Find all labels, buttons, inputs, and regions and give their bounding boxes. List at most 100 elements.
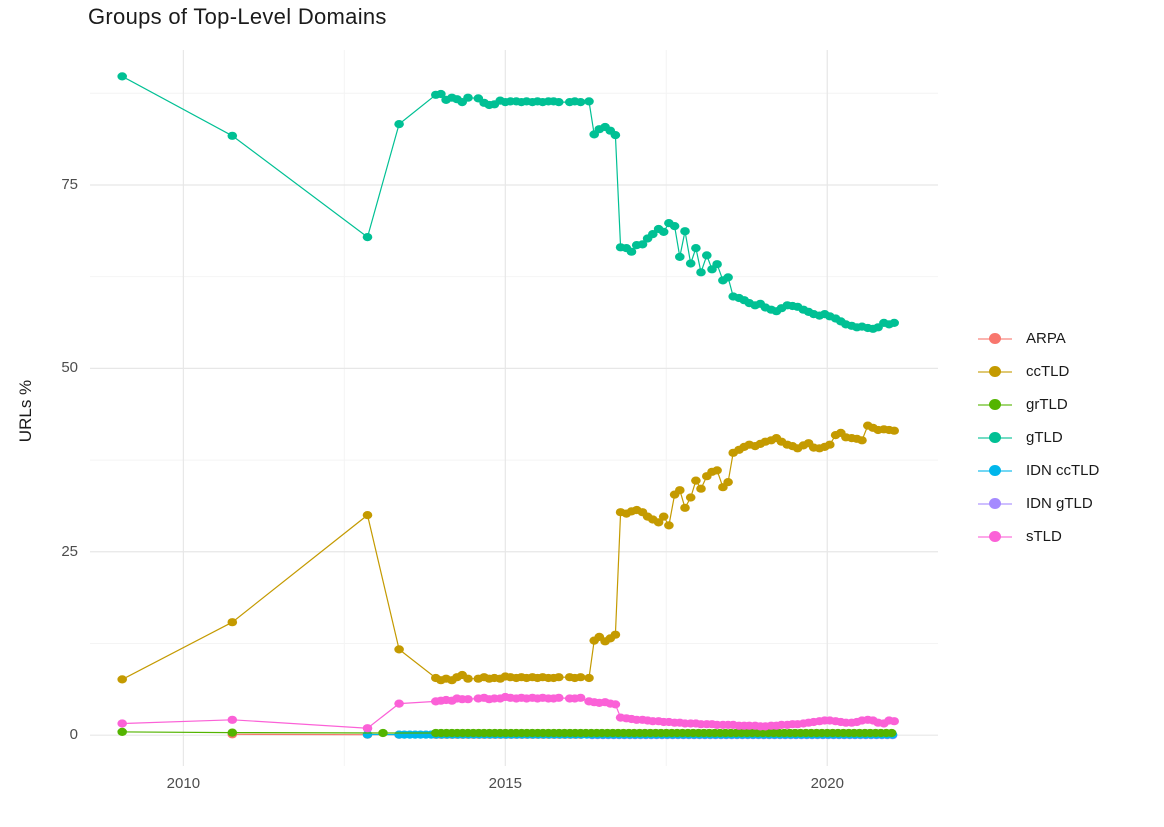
data-point-grtld [117, 727, 127, 737]
legend-key-icon-idn-gtld [978, 497, 1012, 511]
y-tick-label-50: 50 [61, 359, 78, 377]
y-tick-label-25: 25 [61, 542, 78, 560]
data-point-cctld [691, 476, 701, 485]
data-point-gtld [696, 268, 706, 277]
data-point-cctld [857, 436, 867, 445]
data-point-cctld [394, 645, 404, 654]
legend-item-idn-gtld: IDN gTLD [978, 487, 1099, 520]
data-point-stld [575, 693, 586, 702]
data-point-gtld [675, 252, 685, 261]
data-point-gtld [394, 120, 404, 129]
legend-item-arpa: ARPA [978, 322, 1099, 355]
legend-key-dot [989, 530, 1001, 542]
data-point-gtld [723, 273, 733, 282]
data-point-cctld [675, 486, 685, 495]
legend-label-stld: sTLD [1026, 528, 1062, 545]
legend-key-icon-cctld [978, 365, 1012, 379]
data-point-gtld [712, 260, 722, 269]
data-point-cctld [575, 673, 586, 682]
legend-key-icon-idn-cctld [978, 464, 1012, 478]
data-point-gtld [648, 230, 658, 239]
legend-item-grtld: grTLD [978, 388, 1099, 421]
y-tick-label-0: 0 [69, 726, 78, 744]
legend-label-idn-cctld: IDN ccTLD [1026, 462, 1100, 479]
series-line-gtld [121, 75, 895, 330]
legend-item-gtld: gTLD [978, 421, 1099, 454]
x-tick-label-2010: 2010 [166, 775, 201, 792]
data-point-cctld [463, 674, 473, 683]
legend-key-dot [989, 365, 1001, 377]
data-point-cctld [680, 503, 690, 512]
data-point-cctld [554, 673, 564, 682]
data-point-stld [554, 693, 564, 702]
data-point-cctld [825, 440, 835, 449]
legend-label-cctld: ccTLD [1026, 363, 1070, 380]
legend-key-dot [989, 398, 1001, 410]
data-point-cctld [723, 478, 733, 487]
data-point-gtld [554, 98, 564, 107]
legend-label-grtld: grTLD [1026, 396, 1068, 413]
data-point-cctld [889, 426, 899, 435]
data-point-gtld [691, 244, 701, 253]
legend-key-dot [989, 332, 1001, 344]
legend-key-icon-stld [978, 530, 1012, 544]
legend-key-dot [989, 497, 1001, 509]
data-point-cctld [610, 630, 621, 639]
data-point-stld [227, 715, 238, 724]
data-point-cctld [227, 618, 238, 627]
data-point-stld [362, 724, 373, 733]
data-point-gtld [610, 131, 621, 140]
data-point-cctld [685, 493, 696, 502]
data-point-gtld [626, 247, 637, 256]
data-point-stld [610, 700, 621, 709]
data-point-cctld [664, 521, 674, 530]
data-point-stld [889, 717, 899, 726]
data-point-gtld [658, 227, 669, 236]
x-tick-label-2015: 2015 [488, 775, 522, 792]
data-point-cctld [712, 466, 722, 475]
data-point-cctld [584, 673, 594, 683]
legend-label-idn-gtld: IDN gTLD [1026, 495, 1093, 512]
legend-key-dot [989, 431, 1001, 443]
data-point-grtld [378, 728, 388, 738]
data-point-stld [117, 719, 127, 728]
data-point-cctld [653, 518, 664, 527]
data-point-cctld [696, 484, 706, 493]
data-point-gtld [889, 318, 899, 327]
legend-label-gtld: gTLD [1026, 429, 1063, 446]
legend-key-dot [989, 464, 1001, 476]
data-point-cctld [117, 675, 127, 684]
data-point-gtld [669, 222, 680, 231]
series-line-cctld [121, 424, 895, 681]
legend-item-stld: sTLD [978, 520, 1099, 553]
data-point-gtld [685, 259, 696, 268]
data-point-gtld [702, 251, 712, 260]
data-point-stld [394, 699, 404, 708]
data-point-stld [463, 695, 473, 704]
data-point-gtld [227, 131, 238, 140]
data-point-gtld [117, 72, 127, 81]
x-tick-label-2020: 2020 [810, 775, 844, 792]
data-point-cctld [658, 512, 669, 521]
legend-label-arpa: ARPA [1026, 330, 1066, 347]
legend-item-cctld: ccTLD [978, 355, 1099, 388]
data-point-gtld [575, 98, 586, 107]
y-axis-title: URLs % [16, 379, 35, 443]
legend-key-icon-grtld [978, 398, 1012, 412]
y-tick-label-75: 75 [61, 175, 78, 193]
chart-title: Groups of Top-Level Domains [88, 4, 387, 29]
data-point-grtld [227, 728, 238, 737]
data-point-gtld [680, 227, 690, 236]
data-point-gtld [362, 233, 373, 242]
legend-key-icon-arpa [978, 332, 1012, 346]
data-point-gtld [463, 93, 473, 102]
data-point-gtld [436, 89, 446, 99]
data-point-cctld [362, 510, 373, 520]
data-point-gtld [637, 240, 648, 249]
legend: ARPA ccTLD grTLD gTLD IDN ccTLD IDN gTLD sTLD [978, 322, 1099, 553]
legend-key-icon-gtld [978, 431, 1012, 445]
data-point-gtld [584, 97, 594, 106]
legend-item-idn-cctld: IDN ccTLD [978, 454, 1099, 487]
